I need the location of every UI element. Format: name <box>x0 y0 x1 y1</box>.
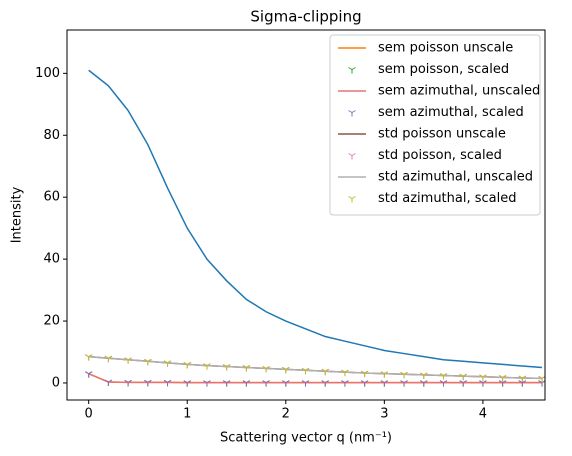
series-marker <box>479 380 487 387</box>
legend-box <box>329 34 541 216</box>
series-marker <box>242 380 251 387</box>
series-marker <box>341 369 349 377</box>
series-marker <box>163 360 172 367</box>
legend-label: std azimuthal, unscaled <box>378 170 533 185</box>
series-marker <box>163 379 172 387</box>
series-marker <box>498 374 507 382</box>
series-marker <box>183 380 191 387</box>
series-marker <box>262 380 270 387</box>
series-marker <box>242 365 251 372</box>
plot-frame <box>66 29 546 401</box>
series-marker <box>84 371 93 378</box>
legend-label: std azimuthal, scaled <box>378 191 517 206</box>
legend-swatch <box>348 110 356 117</box>
series-marker <box>282 366 290 374</box>
series-marker <box>203 363 211 370</box>
series-line <box>88 355 543 380</box>
x-axis-label: Scattering vector q (nm⁻¹) <box>220 431 392 446</box>
series-marker <box>439 380 448 387</box>
chart-title: Sigma-clipping <box>250 8 361 26</box>
y-tick-label: 40 <box>43 252 60 267</box>
series-marker <box>459 373 467 381</box>
series-marker <box>203 380 211 387</box>
series-line <box>88 355 543 380</box>
series-marker <box>498 380 507 387</box>
series-marker <box>144 379 152 387</box>
series-marker <box>222 364 231 371</box>
x-tick-label: 0 <box>85 407 93 422</box>
x-tick-label: 2 <box>282 407 290 422</box>
series-marker <box>420 380 428 387</box>
series-marker <box>420 372 428 379</box>
series-line <box>88 69 543 369</box>
series-marker <box>321 380 329 387</box>
x-tick-label: 3 <box>380 407 388 422</box>
y-tick-label: 100 <box>35 66 60 81</box>
legend-label: std poisson, scaled <box>378 148 502 163</box>
series-marker <box>104 355 113 363</box>
series-marker <box>124 379 132 387</box>
legend-swatch <box>348 153 356 160</box>
series-marker <box>321 368 329 376</box>
series-marker <box>380 380 389 387</box>
series-marker <box>124 357 132 364</box>
series-marker <box>84 354 93 361</box>
legend-label: sem azimuthal, scaled <box>378 105 524 120</box>
legend-swatch <box>348 196 356 203</box>
series-marker <box>341 380 349 387</box>
legend-label: sem poisson unscale <box>378 41 513 56</box>
series-marker <box>439 373 448 380</box>
x-tick-label: 4 <box>479 407 487 422</box>
series-line <box>88 372 543 384</box>
series-marker <box>380 371 389 378</box>
series-marker <box>360 380 369 387</box>
series-line <box>88 372 543 384</box>
series-marker <box>518 380 527 387</box>
legend-label: sem poisson, scaled <box>378 62 509 77</box>
series-marker <box>459 380 467 387</box>
series-marker <box>282 380 290 387</box>
series-marker <box>183 361 191 369</box>
legend-label: sem azimuthal, unscaled <box>378 84 540 99</box>
legend-swatch <box>348 67 356 74</box>
series-marker <box>301 367 310 375</box>
y-tick-label: 0 <box>52 375 60 390</box>
y-tick-label: 80 <box>43 128 60 143</box>
series-marker <box>222 380 231 387</box>
series-marker <box>301 380 310 387</box>
series-marker <box>400 380 408 387</box>
y-tick-label: 60 <box>43 190 60 205</box>
series-marker <box>144 358 152 366</box>
x-tick-label: 1 <box>183 407 191 422</box>
series-marker <box>400 371 408 379</box>
series-marker <box>262 365 270 373</box>
series-marker <box>360 370 369 378</box>
y-tick-label: 20 <box>43 314 60 329</box>
legend-label: std poisson unscale <box>378 127 506 142</box>
series-marker <box>104 379 113 387</box>
y-axis-label: Intensity <box>10 186 25 243</box>
series-marker <box>518 375 527 383</box>
series-marker <box>479 374 487 381</box>
